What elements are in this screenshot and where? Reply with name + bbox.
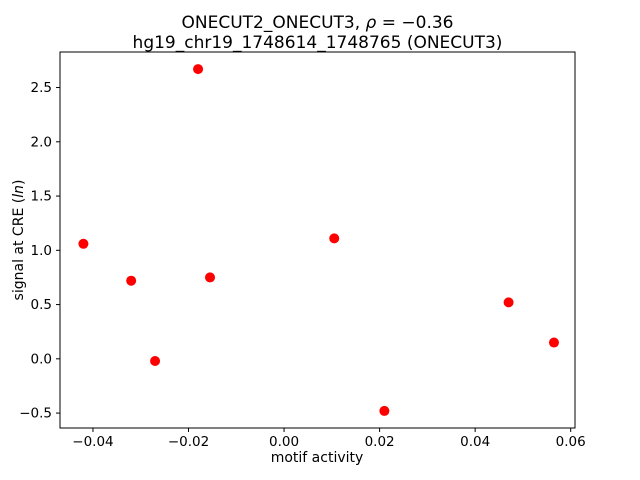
- x-tick-label: −0.04: [72, 434, 113, 450]
- x-tick-label: 0.02: [365, 434, 395, 450]
- data-point: [78, 238, 89, 249]
- data-point: [548, 337, 559, 348]
- x-axis-label: motif activity: [270, 450, 364, 466]
- chart-title-prefix: ONECUT2_ONECUT3,: [181, 13, 366, 33]
- y-tick-label: 2.5: [31, 80, 52, 96]
- chart-subtitle: hg19_chr19_1748614_1748765 (ONECUT3): [132, 33, 503, 53]
- data-point: [379, 405, 390, 416]
- y-tick-label: 0.5: [31, 297, 52, 313]
- x-tick-label: 0.04: [460, 434, 490, 450]
- y-tick-label: 1.5: [31, 189, 52, 205]
- chart-title-corr: = −0.36: [376, 13, 454, 33]
- y-axis-label-ln: ln: [11, 185, 27, 198]
- data-point: [205, 272, 216, 283]
- data-point: [503, 297, 514, 308]
- y-tick-label: 0.0: [31, 351, 52, 367]
- data-point: [150, 355, 161, 366]
- data-point: [193, 64, 204, 75]
- chart-title: ONECUT2_ONECUT3, ρ = −0.36: [0, 13, 635, 33]
- y-axis-label: signal at CRE (ln): [11, 180, 27, 301]
- y-axis-label-post: ): [11, 179, 27, 186]
- y-tick-label: 1.0: [31, 243, 52, 259]
- x-tick-label: 0.00: [269, 434, 299, 450]
- chart-title-rho: ρ: [365, 13, 377, 33]
- y-tick-label: −0.5: [19, 406, 52, 422]
- data-point: [126, 275, 137, 286]
- x-tick-label: −0.02: [168, 434, 209, 450]
- data-point: [329, 233, 340, 244]
- plot-border: [59, 51, 576, 429]
- y-axis-label-pre: signal at CRE (: [11, 197, 27, 301]
- x-tick-label: 0.06: [556, 434, 586, 450]
- y-tick-label: 2.0: [31, 134, 52, 150]
